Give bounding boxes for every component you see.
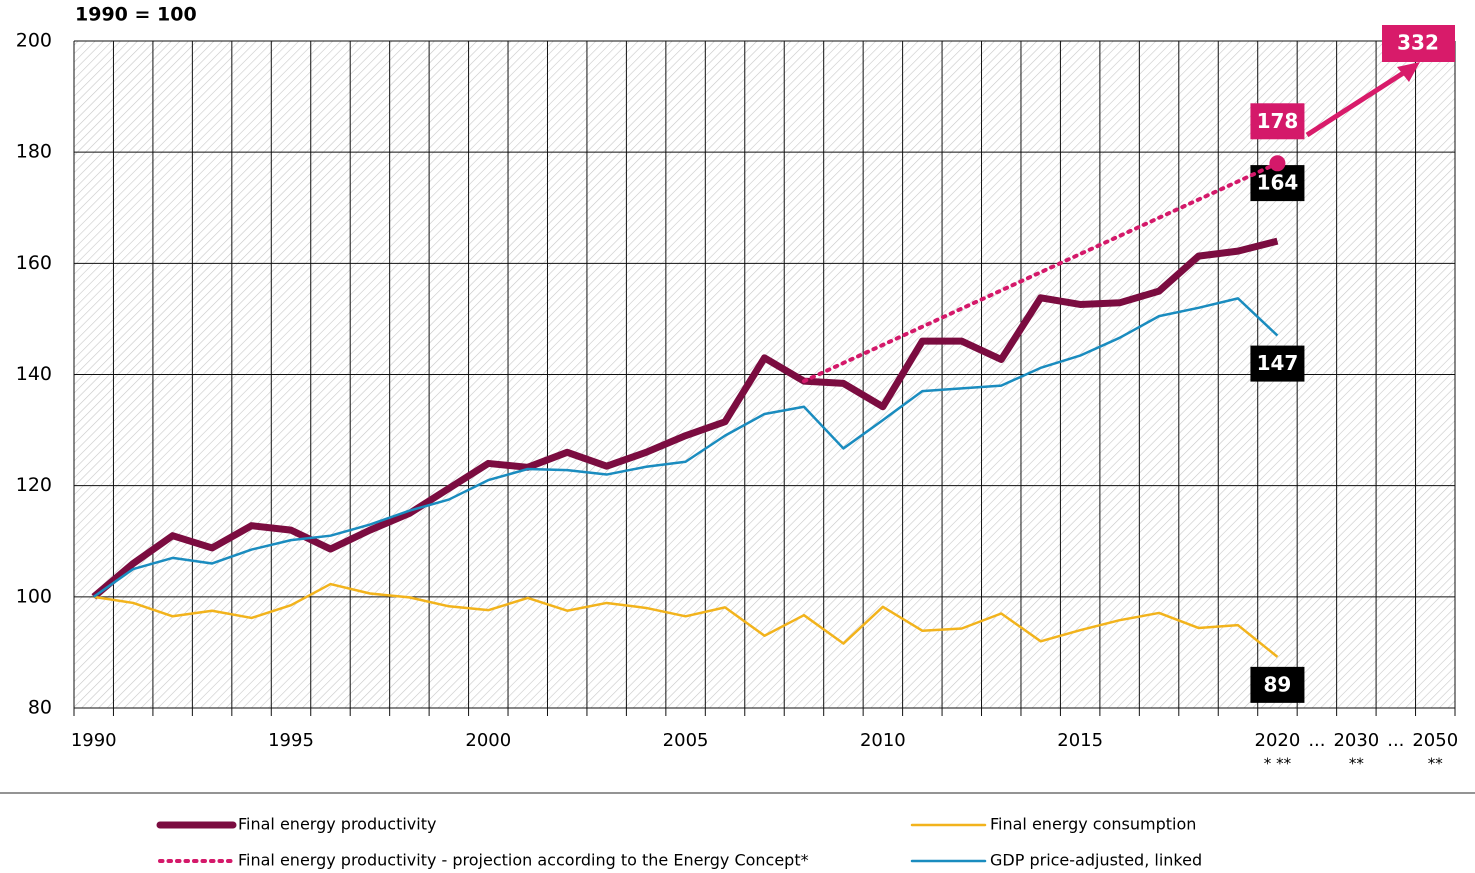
x-tick-label: 2030 [1333, 730, 1379, 751]
value-label: 178 [1257, 109, 1299, 133]
x-tick-label: 2010 [860, 730, 906, 751]
value-label-box [1250, 103, 1305, 140]
legend-label: Final energy consumption [990, 815, 1196, 834]
x-tick-note: * ** [1264, 755, 1292, 773]
y-tick-label: 100 [16, 585, 52, 607]
x-tick-label: 1990 [71, 730, 117, 751]
series-line [91, 237, 1279, 600]
y-tick-label: 120 [16, 474, 52, 496]
y-tick-label: 140 [16, 363, 52, 385]
y-tick-label: 80 [28, 697, 52, 719]
value-label: 147 [1257, 351, 1299, 375]
x-tick-label: 2020 [1255, 730, 1301, 751]
x-tick-label: 2015 [1057, 730, 1103, 751]
series-line [93, 582, 1279, 658]
legend-label: GDP price-adjusted, linked [990, 851, 1202, 870]
x-tick-label: 2005 [663, 730, 709, 751]
legend-label: Final energy productivity [238, 815, 436, 834]
value-label: 89 [1264, 672, 1292, 696]
annotation-arrowhead [1397, 62, 1420, 82]
y-axis-label: 1990 = 100 [75, 4, 197, 26]
x-tick-label: ... [1387, 730, 1404, 751]
x-tick-label: 2000 [465, 730, 511, 751]
series-line [93, 297, 1279, 598]
y-tick-label: 180 [16, 141, 52, 163]
value-label-box [1250, 345, 1305, 382]
series-line [801, 161, 1280, 384]
x-tick-note: ** [1428, 755, 1444, 773]
x-tick-note: ** [1349, 755, 1365, 773]
annotation-arrow [1305, 67, 1410, 138]
x-tick-label: 1995 [268, 730, 314, 751]
annotation-label: 332 [1397, 31, 1439, 55]
y-tick-label: 160 [16, 252, 52, 274]
value-label: 164 [1257, 171, 1299, 195]
y-tick-label: 200 [16, 30, 52, 52]
value-label-box [1250, 666, 1305, 703]
x-tick-label: ... [1308, 730, 1325, 751]
annotation-box [1382, 25, 1455, 62]
legend-label: Final energy productivity - projection a… [238, 851, 809, 870]
x-tick-label: 2050 [1412, 730, 1458, 751]
end-marker [1269, 155, 1286, 172]
